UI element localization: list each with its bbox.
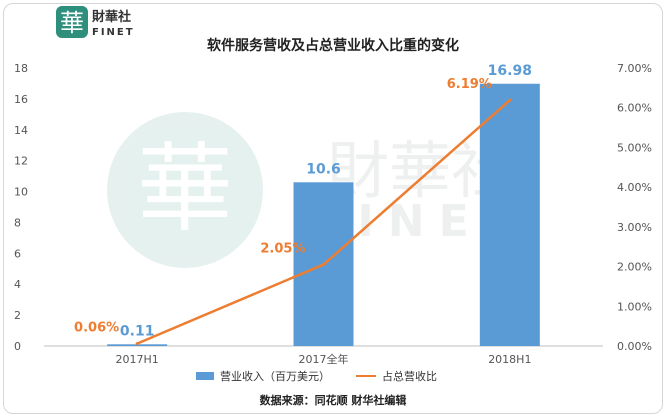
y-left-tick-label: 12 bbox=[14, 155, 28, 168]
line-value-label: 0.06% bbox=[74, 321, 119, 336]
y-left-tick-label: 18 bbox=[14, 62, 28, 75]
x-tick-label: 2018H1 bbox=[488, 353, 531, 366]
legend-swatch-bar bbox=[196, 372, 214, 380]
y-right-tick-label: 4.00% bbox=[617, 181, 652, 194]
bar-value-label: 0.11 bbox=[120, 323, 155, 339]
line-point bbox=[322, 263, 325, 267]
y-right-tick-label: 3.00% bbox=[617, 221, 652, 234]
logo: 華 財華社 FINET bbox=[56, 6, 135, 38]
y-left-tick-label: 14 bbox=[14, 124, 28, 137]
y-left-tick-label: 0 bbox=[14, 340, 21, 353]
watermark-mark: 華 bbox=[137, 133, 233, 245]
y-left-tick-label: 8 bbox=[14, 216, 21, 229]
logo-badge bbox=[56, 6, 88, 38]
y-left-tick-label: 6 bbox=[14, 247, 21, 260]
line-point bbox=[508, 98, 512, 102]
y-left-tick-label: 4 bbox=[14, 278, 21, 291]
line-value-label: 2.05% bbox=[260, 242, 305, 257]
bar-value-label: 10.6 bbox=[306, 161, 341, 177]
watermark-seal bbox=[107, 112, 263, 268]
logo-mark: 華 bbox=[60, 9, 84, 37]
y-right-tick-label: 7.00% bbox=[617, 62, 652, 75]
bar-value-label: 16.98 bbox=[488, 63, 532, 79]
x-tick-label: 2017全年 bbox=[299, 352, 349, 366]
legend-label-bar: 营业收入（百万美元） bbox=[220, 369, 330, 383]
logo-en: FINET bbox=[92, 27, 135, 38]
line-series bbox=[135, 98, 512, 346]
legend-label-line: 占总营收比 bbox=[382, 369, 437, 383]
data-labels: 0.11 10.6 16.98 0.06% 2.05% 6.19% bbox=[74, 63, 532, 340]
y-left-tick-label: 16 bbox=[14, 93, 28, 106]
chart-title: 软件服务营收及占总营业收入比重的变化 bbox=[207, 37, 459, 54]
x-tick-label: 2017H1 bbox=[116, 353, 159, 366]
y-left-tick-label: 2 bbox=[14, 309, 21, 322]
y-right-tick-label: 5.00% bbox=[617, 141, 652, 154]
y-right-tick-label: 0.00% bbox=[617, 340, 652, 353]
source-note: 数据来源：同花顺 财华社编辑 bbox=[260, 393, 407, 407]
line-value-label: 6.19% bbox=[447, 77, 492, 92]
y-right-tick-label: 6.00% bbox=[617, 102, 652, 115]
bar bbox=[479, 83, 540, 347]
line-point bbox=[135, 342, 139, 346]
logo-cn: 財華社 bbox=[91, 9, 131, 25]
y-left-tick-label: 10 bbox=[14, 186, 28, 199]
y-right-tick-label: 2.00% bbox=[617, 261, 652, 274]
y-right-tick-label: 1.00% bbox=[617, 300, 652, 313]
legend: 营业收入（百万美元） 占总营收比 bbox=[196, 369, 437, 383]
bar bbox=[107, 344, 168, 346]
